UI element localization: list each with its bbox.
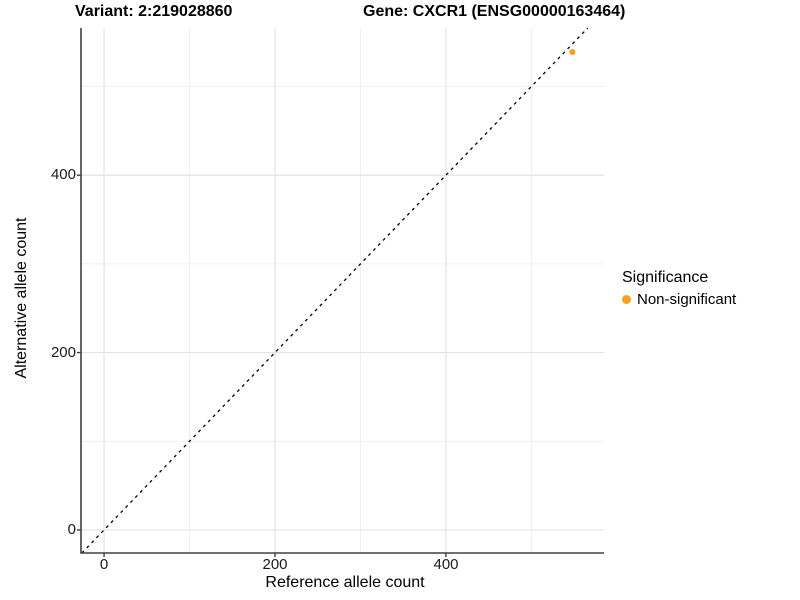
legend-item-non-significant: Non-significant [622, 291, 736, 308]
x-axis-label: Reference allele count [265, 574, 425, 591]
identity-reference-line [81, 27, 589, 554]
legend-title: Significance [622, 269, 709, 286]
x-tick-label-200: 200 [262, 556, 288, 573]
legend-item-label: Non-significant [637, 291, 737, 308]
x-tick-label-0: 0 [99, 556, 109, 573]
legend-key-dot-icon [622, 295, 631, 304]
y-tick-label-400: 400 [50, 166, 76, 183]
plot-title-gene: Gene: CXCR1 (ENSG00000163464) [363, 3, 626, 20]
y-tick-label-0: 0 [67, 521, 76, 538]
y-axis-label: Alternative allele count [13, 217, 30, 379]
x-tick-label-400: 400 [433, 556, 459, 573]
plot-title-variant: Variant: 2:219028860 [75, 3, 233, 20]
data-point [569, 48, 576, 55]
y-tick-label-200: 200 [50, 344, 76, 361]
legend: Significance Non-significant [622, 269, 736, 308]
